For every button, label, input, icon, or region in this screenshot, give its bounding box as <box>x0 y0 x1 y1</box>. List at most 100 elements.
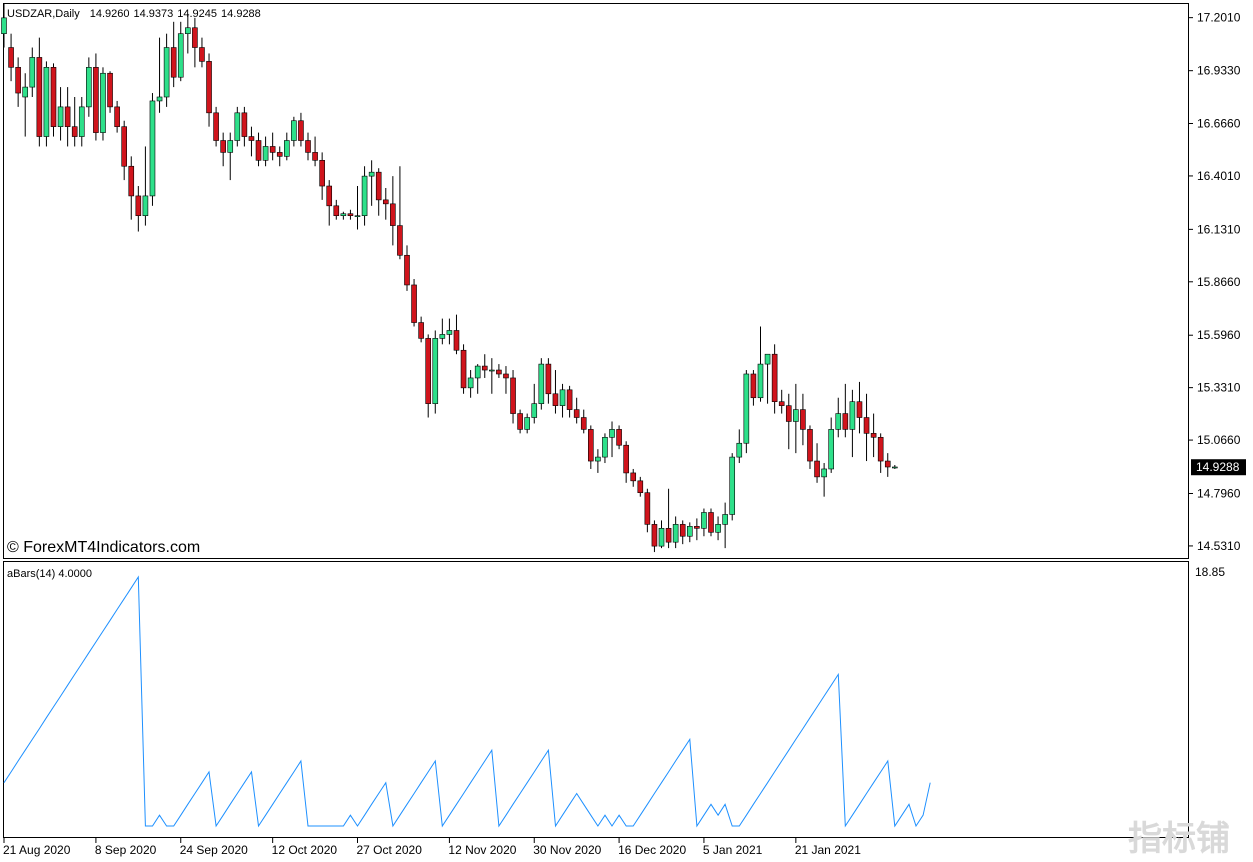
indicator-panel[interactable] <box>3 561 1189 838</box>
candle <box>1 4 7 48</box>
candle <box>262 136 269 167</box>
time-tick-label: 5 Jan 2021 <box>703 843 763 857</box>
candle <box>255 132 262 167</box>
candle <box>800 393 806 446</box>
price-tick-label: 16.1310 <box>1197 222 1241 236</box>
candle <box>595 449 601 473</box>
candle <box>319 152 325 200</box>
candle <box>807 425 813 469</box>
candle <box>538 358 545 410</box>
candle <box>842 383 849 438</box>
candle <box>375 168 382 216</box>
candle <box>397 166 403 260</box>
price-panel[interactable] <box>3 3 1189 559</box>
candle <box>694 518 700 541</box>
candle <box>743 370 750 454</box>
candle <box>722 502 728 549</box>
candle <box>729 453 736 521</box>
candle <box>100 67 106 141</box>
candle <box>665 488 672 549</box>
candle <box>644 488 651 533</box>
candle <box>573 397 580 424</box>
candle <box>291 116 297 147</box>
candle <box>29 47 36 97</box>
candle <box>305 132 311 161</box>
time-tick-label: 8 Sep 2020 <box>95 843 157 857</box>
price-tick-label: 16.9330 <box>1197 64 1241 78</box>
candle <box>630 468 637 487</box>
candle <box>333 199 340 220</box>
time-tick-label: 21 Jan 2021 <box>795 843 861 857</box>
candle <box>199 37 205 68</box>
candle <box>36 37 43 147</box>
time-tick-label: 30 Nov 2020 <box>533 843 601 857</box>
candle <box>213 106 219 147</box>
candle <box>142 146 149 226</box>
price-tick-label: 15.0660 <box>1197 433 1241 447</box>
candle <box>467 370 474 398</box>
candle <box>78 96 85 147</box>
candle <box>778 389 785 414</box>
candle <box>701 508 707 537</box>
time-tick-label: 21 Aug 2020 <box>3 843 71 857</box>
candle <box>863 393 870 462</box>
candle <box>177 21 184 82</box>
candle <box>453 314 460 355</box>
candle <box>672 516 679 549</box>
candle <box>276 146 283 167</box>
current-price-label: 14.9288 <box>1196 460 1240 474</box>
indicator-line <box>3 575 931 828</box>
copyright-text: © ForexMT4Indicators.com <box>7 539 200 556</box>
price-tick-label: 16.6660 <box>1197 117 1241 131</box>
current-price-box <box>1191 459 1246 476</box>
symbol-label: USDZAR,Daily 14.9260 14.9373 14.9245 14.9288 <box>7 8 261 20</box>
candle <box>149 93 156 206</box>
candle <box>602 433 608 464</box>
candle <box>679 520 686 545</box>
candle <box>411 279 417 327</box>
candle <box>347 209 354 220</box>
indicator-label: aBars(14) 4.0000 <box>7 568 92 580</box>
price-tick-label: 14.5310 <box>1197 539 1241 553</box>
candle <box>446 318 453 345</box>
candle <box>234 106 241 147</box>
time-tick-label: 24 Sep 2020 <box>180 843 248 857</box>
candle <box>658 520 665 549</box>
candle <box>340 211 347 220</box>
candle <box>884 453 891 477</box>
candle <box>849 389 856 458</box>
time-axis: 21 Aug 2020 8 Sep 2020 24 Sep 2020 12 Oct 2… <box>3 838 861 857</box>
candle <box>107 71 113 113</box>
candle <box>616 425 622 450</box>
candle <box>390 176 396 246</box>
candle <box>15 57 21 107</box>
candle <box>22 73 29 137</box>
candle <box>793 383 799 454</box>
candle <box>312 136 318 167</box>
candle <box>510 370 516 424</box>
candle <box>121 120 127 181</box>
price-tick-label: 16.4010 <box>1197 169 1241 183</box>
candle <box>785 393 792 450</box>
time-tick-label: 27 Oct 2020 <box>357 843 423 857</box>
candle <box>114 100 120 133</box>
candle <box>220 132 226 167</box>
candle <box>57 87 64 141</box>
candle <box>651 520 658 553</box>
price-tick-label: 15.3310 <box>1197 381 1241 395</box>
candle <box>524 413 530 434</box>
candle <box>460 344 467 394</box>
candle <box>559 383 566 418</box>
candle <box>354 186 361 230</box>
candle <box>892 465 898 469</box>
time-tick-label: 12 Oct 2020 <box>272 843 338 857</box>
candle <box>241 106 248 147</box>
candle <box>764 353 771 404</box>
candle <box>474 364 481 394</box>
candle <box>71 96 78 147</box>
candle <box>771 344 778 414</box>
candle <box>503 366 509 394</box>
candle <box>269 132 276 161</box>
candle <box>588 425 594 469</box>
